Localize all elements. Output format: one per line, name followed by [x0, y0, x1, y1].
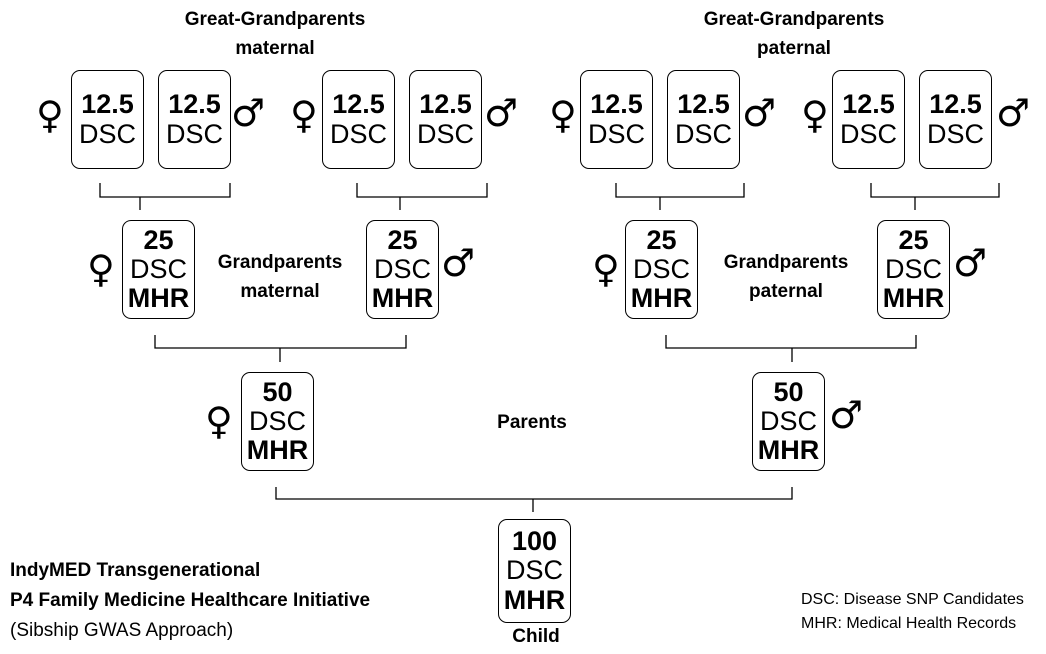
male-icon: ♂ [231, 91, 266, 135]
percent-value: 12.5 [332, 89, 385, 120]
great-grandparent-box: 12.5 DSC [667, 70, 740, 169]
dsc-label: DSC [129, 253, 187, 284]
female-icon: ♀ [290, 93, 318, 137]
percent-value: 12.5 [81, 89, 134, 120]
percent-value: 50 [773, 376, 804, 407]
header-maternal: Great-Grandparents maternal [150, 5, 400, 63]
child-box: 100 DSC MHR [498, 519, 571, 623]
mhr-label: MHR [503, 584, 566, 615]
dsc-label: DSC [587, 118, 645, 149]
female-icon: ♀ [36, 93, 64, 137]
connector-gg-mat-1 [99, 183, 231, 210]
grandparents-maternal-line1: Grandparents [217, 252, 343, 273]
percent-value: 25 [387, 224, 418, 255]
connector-gg-pat-2 [870, 183, 1000, 210]
male-icon: ♂ [441, 241, 476, 285]
header-paternal-line2: paternal [757, 38, 831, 59]
percent-value: 50 [262, 376, 293, 407]
connector-gp-paternal [665, 335, 917, 362]
footer-line3: (Sibship GWAS Approach) [10, 620, 234, 641]
mhr-label: MHR [630, 283, 693, 314]
child-label: Child [512, 626, 560, 647]
great-grandparent-box: 12.5 DSC [71, 70, 144, 169]
dsc-label: DSC [78, 118, 136, 149]
initiative-title: IndyMED Transgenerational P4 Family Medi… [10, 556, 370, 646]
percent-value: 12.5 [929, 89, 982, 120]
legend-mhr: MHR: Medical Health Records [801, 615, 1017, 632]
male-icon: ♂ [953, 241, 988, 285]
dsc-label: DSC [926, 118, 984, 149]
mhr-label: MHR [882, 283, 945, 314]
great-grandparent-box: 12.5 DSC [832, 70, 905, 169]
parent-box-mother: 50 DSC MHR [241, 372, 314, 471]
percent-value: 12.5 [842, 89, 895, 120]
grandparents-label-maternal: Grandparents maternal [200, 248, 360, 306]
legend: DSC: Disease SNP Candidates MHR: Medical… [801, 588, 1024, 636]
grandparent-box-paternal-male: 25 DSC MHR [877, 220, 950, 319]
great-grandparent-box: 12.5 DSC [322, 70, 395, 169]
legend-dsc: DSC: Disease SNP Candidates [801, 591, 1024, 608]
dsc-label: DSC [759, 405, 817, 436]
female-icon: ♀ [592, 247, 620, 291]
mhr-label: MHR [127, 283, 190, 314]
dsc-label: DSC [674, 118, 732, 149]
percent-value: 25 [898, 224, 929, 255]
female-icon: ♀ [801, 93, 829, 137]
percent-value: 12.5 [419, 89, 472, 120]
female-icon: ♀ [549, 93, 577, 137]
great-grandparent-box: 12.5 DSC [158, 70, 231, 169]
grandparents-paternal-line2: paternal [749, 281, 823, 302]
grandparent-box-maternal-male: 25 DSC MHR [366, 220, 439, 319]
dsc-label: DSC [505, 555, 563, 586]
percent-value: 12.5 [590, 89, 643, 120]
connector-parents [275, 487, 793, 512]
connector-gp-maternal [154, 335, 407, 362]
male-icon: ♂ [829, 393, 864, 437]
great-grandparent-box: 12.5 DSC [919, 70, 992, 169]
parents-label: Parents [497, 412, 567, 433]
male-icon: ♂ [996, 91, 1031, 135]
header-paternal: Great-Grandparents paternal [669, 5, 919, 63]
mhr-label: MHR [757, 435, 820, 466]
header-paternal-line1: Great-Grandparents [703, 9, 885, 30]
male-icon: ♂ [742, 91, 777, 135]
great-grandparent-box: 12.5 DSC [580, 70, 653, 169]
header-maternal-line1: Great-Grandparents [184, 9, 366, 30]
dsc-label: DSC [373, 253, 431, 284]
percent-value: 12.5 [168, 89, 221, 120]
connector-gg-pat-1 [615, 183, 745, 210]
grandparent-box-maternal-female: 25 DSC MHR [122, 220, 195, 319]
female-icon: ♀ [205, 399, 233, 443]
dsc-label: DSC [884, 253, 942, 284]
dsc-label: DSC [329, 118, 387, 149]
connector-gg-mat-2 [356, 183, 488, 210]
footer-line1: IndyMED Transgenerational [10, 560, 261, 581]
grandparent-box-paternal-female: 25 DSC MHR [625, 220, 698, 319]
percent-value: 25 [646, 224, 677, 255]
male-icon: ♂ [484, 91, 519, 135]
dsc-label: DSC [416, 118, 474, 149]
grandparents-maternal-line2: maternal [240, 281, 320, 302]
mhr-label: MHR [246, 435, 309, 466]
female-icon: ♀ [87, 247, 115, 291]
footer-line2: P4 Family Medicine Healthcare Initiative [10, 590, 371, 611]
grandparents-paternal-line1: Grandparents [723, 252, 849, 273]
great-grandparent-box: 12.5 DSC [409, 70, 482, 169]
dsc-label: DSC [632, 253, 690, 284]
grandparents-label-paternal: Grandparents paternal [706, 248, 866, 306]
mhr-label: MHR [371, 283, 434, 314]
percent-value: 25 [143, 224, 174, 255]
dsc-label: DSC [248, 405, 306, 436]
dsc-label: DSC [165, 118, 223, 149]
percent-value: 100 [511, 526, 558, 557]
dsc-label: DSC [839, 118, 897, 149]
percent-value: 12.5 [677, 89, 730, 120]
header-maternal-line2: maternal [235, 38, 315, 59]
parent-box-father: 50 DSC MHR [752, 372, 825, 471]
